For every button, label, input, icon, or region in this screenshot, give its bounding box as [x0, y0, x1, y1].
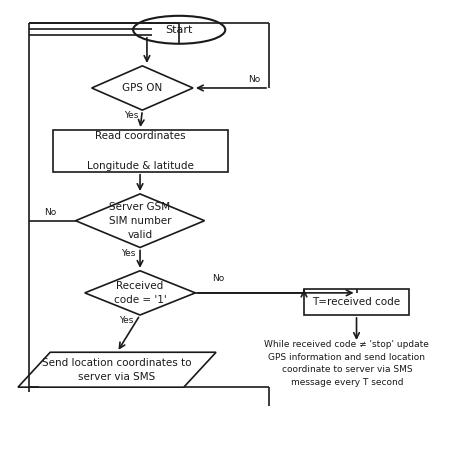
Text: Server GSM
SIM number
valid: Server GSM SIM number valid — [109, 202, 171, 240]
Text: Send location coordinates to
server via SMS: Send location coordinates to server via … — [42, 358, 192, 382]
Text: T=received code: T=received code — [312, 297, 401, 307]
Text: No: No — [44, 208, 56, 217]
Text: Received
code = '1': Received code = '1' — [114, 281, 166, 305]
Text: Yes: Yes — [119, 316, 133, 325]
Text: GPS ON: GPS ON — [122, 83, 163, 93]
Text: Start: Start — [165, 25, 193, 35]
Text: Yes: Yes — [124, 111, 138, 120]
Bar — [303, 290, 410, 315]
Text: No: No — [248, 75, 261, 84]
Text: Read coordinates

Longitude & latitude: Read coordinates Longitude & latitude — [87, 131, 193, 171]
Bar — [53, 130, 228, 172]
Text: No: No — [212, 274, 225, 283]
Text: While received code ≠ 'stop' update
GPS information and send location
coordinate: While received code ≠ 'stop' update GPS … — [264, 340, 429, 387]
Text: Yes: Yes — [121, 249, 136, 258]
